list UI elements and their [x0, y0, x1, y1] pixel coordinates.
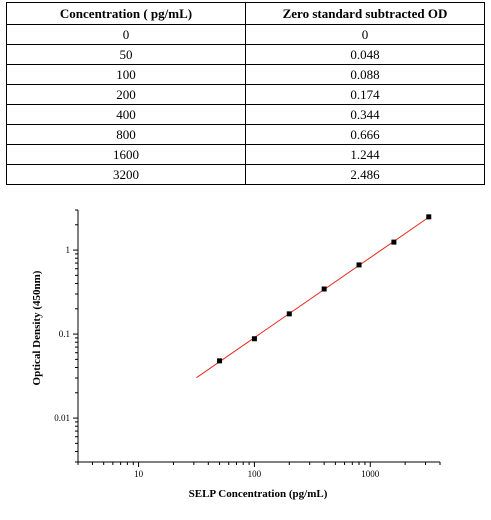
cell-od: 0.344: [245, 104, 485, 125]
cell-concentration: 3200: [6, 164, 246, 185]
data-points: [217, 214, 432, 364]
table-row: 100 0.088: [6, 64, 485, 85]
x-tick-label: 100: [248, 469, 262, 479]
axis-ticks: 10 100 1000 0.01 0.1 1: [54, 209, 441, 479]
y-tick-label: 0.01: [54, 413, 70, 423]
table-row: 50 0.048: [6, 44, 485, 65]
data-point: [217, 358, 223, 364]
cell-concentration: 1600: [6, 144, 246, 165]
table-row: 200 0.174: [6, 84, 485, 105]
table-row: 400 0.344: [6, 104, 485, 125]
standard-curve-chart: 10 100 1000 0.01 0.1 1 SELP Concentration (pg…: [31, 209, 441, 500]
x-axis-label: SELP Concentration (pg/mL): [189, 488, 328, 500]
cell-od: 0.048: [245, 44, 485, 65]
cell-concentration: 0: [6, 24, 246, 45]
table-row: 3200 2.486: [6, 164, 485, 185]
standard-curve-table: Concentration ( pg/mL) Zero standard sub…: [6, 2, 485, 185]
data-point: [391, 239, 397, 245]
fit-line-group: [196, 216, 430, 379]
x-tick-label: 10: [134, 469, 144, 479]
data-point: [251, 336, 257, 342]
cell-od: 1.244: [245, 144, 485, 165]
column-header-od: Zero standard subtracted OD: [245, 2, 485, 25]
y-axis-label: Optical Density (450nm): [31, 270, 43, 385]
data-point: [356, 262, 362, 268]
cell-od: 0.666: [245, 124, 485, 145]
cell-od: 0: [245, 24, 485, 45]
y-tick-label: 1: [66, 245, 71, 255]
cell-concentration: 800: [6, 124, 246, 145]
table-row: 800 0.666: [6, 124, 485, 145]
table-header-row: Concentration ( pg/mL) Zero standard sub…: [6, 2, 485, 25]
data-point: [286, 311, 292, 317]
y-tick-label: 0.1: [59, 329, 70, 339]
cell-od: 0.174: [245, 84, 485, 105]
table-row: 1600 1.244: [6, 144, 485, 165]
cell-od: 2.486: [245, 164, 485, 185]
cell-concentration: 200: [6, 84, 246, 105]
cell-concentration: 50: [6, 44, 246, 65]
cell-concentration: 400: [6, 104, 246, 125]
fit-line: [196, 216, 430, 379]
column-header-concentration: Concentration ( pg/mL): [6, 2, 246, 25]
cell-od: 0.088: [245, 64, 485, 85]
x-tick-label: 1000: [361, 469, 380, 479]
cell-concentration: 100: [6, 64, 246, 85]
data-point: [321, 286, 327, 292]
data-point: [426, 214, 432, 220]
plot-axes: [77, 210, 440, 463]
